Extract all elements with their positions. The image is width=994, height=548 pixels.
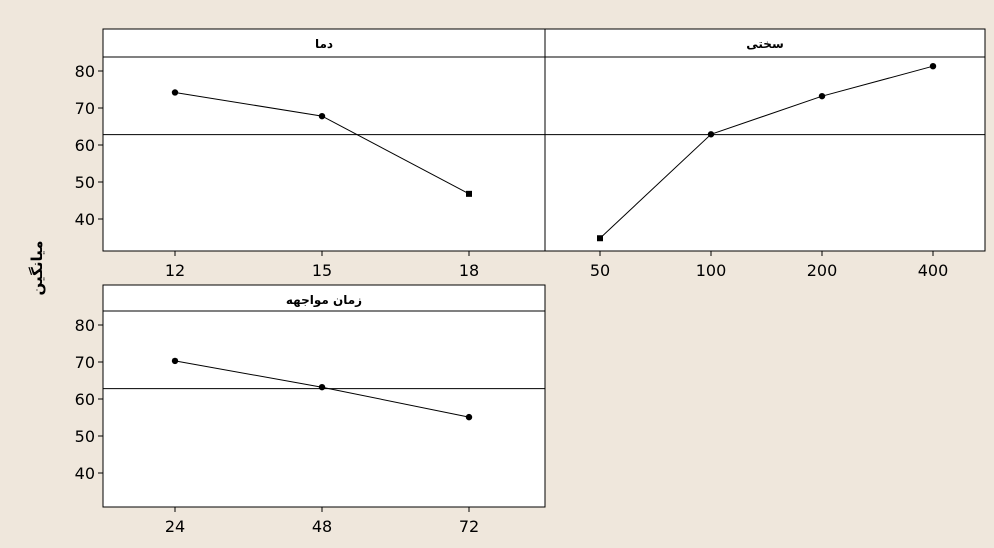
- panel-frame: [102, 28, 546, 252]
- data-point: [707, 131, 715, 138]
- y-tick-label: 50: [75, 173, 95, 192]
- x-tick-label: 18: [459, 261, 479, 280]
- y-tick-label: 70: [75, 99, 95, 118]
- data-point: [466, 190, 472, 197]
- panel-title: زمان مواجهه: [286, 293, 362, 308]
- y-tick-label: 50: [75, 427, 95, 446]
- panel-2: سختی 50 100 200 400: [544, 28, 986, 280]
- x-tick-label: 100: [696, 261, 727, 280]
- panel-title: دما: [315, 37, 333, 51]
- data-point: [318, 112, 326, 120]
- x-tick-label: 48: [312, 517, 332, 536]
- data-point: [171, 357, 179, 365]
- x-tick-label: 72: [459, 517, 479, 536]
- data-point: [818, 92, 826, 100]
- x-tick-label: 50: [590, 261, 610, 280]
- panel-3: زمان مواجهه 40 50 60 70 80 24 48 72: [75, 284, 546, 536]
- y-tick-label: 60: [75, 136, 95, 155]
- series-line: [599, 65, 934, 239]
- x-tick-label: 24: [165, 517, 185, 536]
- panel-1: دما 40 50 60 70 80 12 15 18: [75, 28, 546, 280]
- y-tick-label: 40: [75, 464, 95, 483]
- data-point: [597, 235, 603, 242]
- data-point: [171, 89, 179, 96]
- y-tick-label: 40: [75, 210, 95, 229]
- y-tick-label: 60: [75, 390, 95, 409]
- x-tick-label: 12: [165, 261, 185, 280]
- panel-title: سختی: [746, 37, 784, 51]
- y-axis-label: میانگین: [28, 240, 46, 295]
- data-point: [465, 413, 473, 421]
- data-point: [929, 62, 937, 70]
- data-point: [318, 383, 326, 391]
- panel-frame: [544, 28, 986, 252]
- panel-frame: [102, 284, 546, 508]
- y-tick-label: 80: [75, 316, 95, 335]
- y-tick-label: 70: [75, 353, 95, 372]
- x-tick-label: 15: [312, 261, 332, 280]
- y-tick-label: 80: [75, 62, 95, 81]
- x-tick-label: 400: [918, 261, 949, 280]
- x-tick-label: 200: [807, 261, 838, 280]
